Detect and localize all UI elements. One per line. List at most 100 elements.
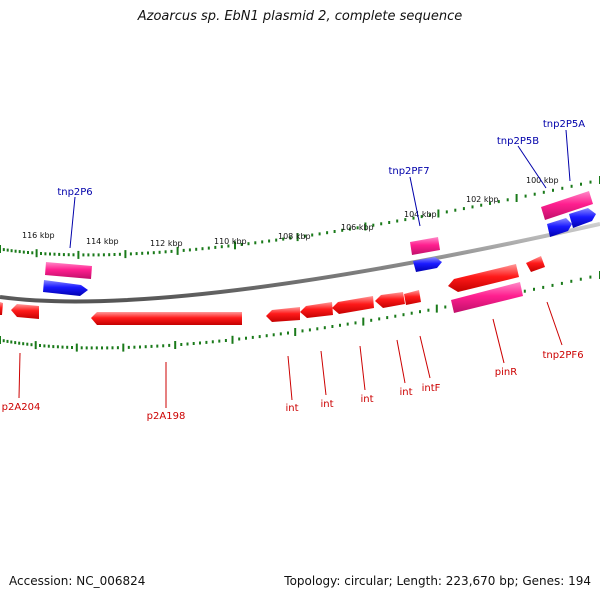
- gene-arrow[interactable]: [448, 264, 519, 292]
- gene-arrow[interactable]: [410, 237, 440, 255]
- gene-label-p2A204[interactable]: p2A204: [2, 402, 41, 413]
- minor-tick: [301, 329, 304, 333]
- minor-tick: [14, 341, 17, 345]
- gene-arrow[interactable]: [45, 262, 92, 279]
- gene-arrow[interactable]: [91, 312, 242, 325]
- minor-tick: [506, 198, 509, 202]
- gene-arrow[interactable]: [569, 208, 596, 228]
- minor-tick: [211, 340, 214, 344]
- accession-text: Accession: NC_006824: [9, 574, 146, 588]
- gene-arrow[interactable]: [43, 280, 88, 296]
- minor-tick: [218, 339, 221, 343]
- minor-tick: [82, 253, 85, 257]
- minor-tick: [580, 182, 582, 186]
- gene-label-tnp2P6[interactable]: tnp2P6: [57, 187, 92, 198]
- minor-tick: [419, 310, 421, 314]
- gene-arrow[interactable]: [451, 282, 523, 313]
- gene-label-tnp2PF6[interactable]: tnp2PF6: [542, 350, 583, 361]
- minor-tick: [44, 252, 47, 256]
- minor-tick: [386, 316, 389, 320]
- minor-tick: [199, 341, 201, 345]
- minor-tick: [570, 279, 573, 283]
- minor-tick: [542, 190, 545, 194]
- leader-lines: [18, 129, 571, 408]
- leader-line: [396, 339, 406, 384]
- outer-tick-ring: [0, 176, 600, 259]
- gene-label-pinR[interactable]: pinR: [495, 367, 517, 378]
- minor-tick: [106, 346, 109, 350]
- gene-arrow[interactable]: [0, 302, 3, 315]
- minor-tick: [251, 335, 254, 339]
- gene-arrow[interactable]: [413, 257, 442, 272]
- minor-tick: [245, 336, 247, 340]
- minor-tick: [311, 233, 314, 237]
- minor-tick: [80, 346, 83, 350]
- gene-arrow[interactable]: [300, 302, 333, 318]
- leader-line: [565, 129, 571, 182]
- minor-tick: [331, 325, 334, 328]
- minor-tick: [39, 344, 41, 347]
- minor-tick: [220, 245, 223, 249]
- kbp-label: 106 kbp: [341, 223, 374, 232]
- gene-arrow[interactable]: [404, 290, 421, 305]
- minor-tick: [43, 344, 46, 348]
- minor-tick: [412, 216, 415, 220]
- gene-label-int[interactable]: int: [285, 403, 298, 414]
- minor-tick: [67, 253, 70, 257]
- gene-arrow[interactable]: [526, 256, 545, 272]
- minor-tick: [31, 251, 34, 255]
- minor-tick: [480, 203, 483, 207]
- gene-arrow[interactable]: [11, 304, 39, 319]
- leader-line: [359, 345, 366, 391]
- gene-label-int[interactable]: int: [320, 399, 333, 410]
- minor-tick: [72, 253, 75, 257]
- gene-label-tnp2P5A[interactable]: tnp2P5A: [543, 119, 585, 130]
- minor-tick: [95, 346, 98, 350]
- minor-tick: [429, 213, 431, 217]
- gene-label-tnp2PF7[interactable]: tnp2PF7: [388, 166, 429, 177]
- gene-arrow[interactable]: [375, 292, 405, 308]
- gene-label-int[interactable]: int: [360, 394, 373, 405]
- gene-label-p2A198[interactable]: p2A198: [147, 411, 186, 422]
- minor-tick: [339, 323, 341, 327]
- minor-tick: [40, 252, 42, 255]
- minor-tick: [30, 343, 33, 347]
- minor-tick: [188, 248, 191, 252]
- map-title: Azoarcus sp. EbN1 plasmid 2, complete se…: [137, 9, 463, 24]
- plasmid-backbone: [0, 222, 600, 304]
- minor-tick: [396, 219, 399, 223]
- leader-line: [546, 301, 563, 346]
- gene-arrow[interactable]: [541, 191, 593, 220]
- minor-tick: [156, 344, 159, 348]
- gene-label-tnp2P5B[interactable]: tnp2P5B: [497, 136, 539, 147]
- gene-arrow[interactable]: [266, 307, 300, 322]
- major-tick: [231, 335, 234, 344]
- minor-tick: [372, 223, 375, 227]
- minor-tick: [108, 253, 111, 257]
- minor-tick: [62, 253, 65, 257]
- minor-tick: [370, 318, 373, 322]
- gene-arrow[interactable]: [547, 218, 572, 237]
- leader-line: [492, 318, 505, 364]
- major-tick: [0, 336, 1, 344]
- minor-tick: [182, 248, 185, 252]
- minor-tick: [570, 184, 573, 188]
- gene-label-intF[interactable]: intF: [422, 383, 441, 394]
- minor-tick: [380, 222, 383, 226]
- major-tick: [296, 233, 299, 242]
- leader-line: [419, 335, 431, 379]
- major-tick: [34, 341, 37, 350]
- minor-tick: [523, 289, 526, 293]
- major-tick: [176, 246, 179, 255]
- gene-arrow[interactable]: [332, 296, 374, 314]
- kbp-label: 102 kbp: [466, 195, 499, 204]
- minor-tick: [471, 205, 474, 209]
- minor-tick: [61, 345, 64, 349]
- major-tick: [35, 249, 38, 258]
- gene-label-int[interactable]: int: [399, 387, 412, 398]
- minor-tick: [111, 346, 114, 350]
- minor-tick: [2, 339, 5, 343]
- major-tick: [174, 341, 177, 349]
- minor-tick: [207, 246, 210, 250]
